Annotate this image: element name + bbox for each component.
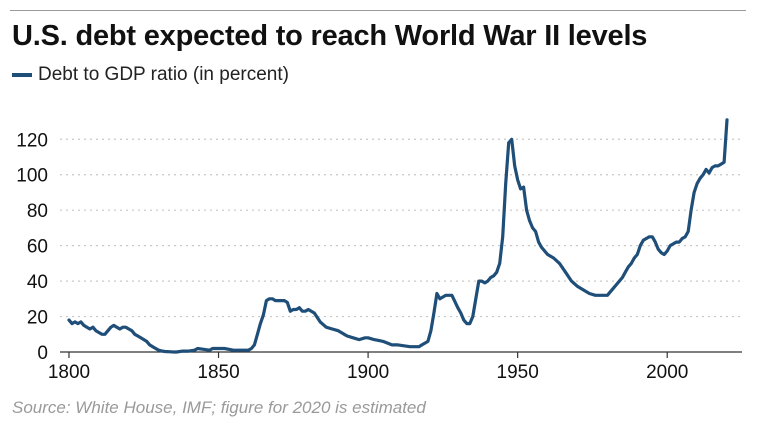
y-tick-label-100: 100: [16, 166, 48, 187]
y-tick-label-20: 20: [27, 308, 48, 329]
x-tick-label-1950: 1950: [497, 362, 539, 383]
legend-swatch: [12, 73, 32, 77]
x-tick-label-1800: 1800: [48, 362, 90, 383]
legend-label: Debt to GDP ratio (in percent): [38, 64, 289, 85]
x-tick-label-2000: 2000: [646, 362, 688, 383]
x-tick-label-1850: 1850: [197, 362, 239, 383]
source-note: Source: White House, IMF; figure for 202…: [12, 398, 426, 417]
y-tick-label-60: 60: [27, 237, 48, 258]
top-rule: [10, 10, 746, 11]
legend: Debt to GDP ratio (in percent): [12, 62, 289, 88]
chart-title: U.S. debt expected to reach World War II…: [12, 20, 648, 52]
y-tick-label-80: 80: [27, 201, 48, 222]
y-tick-label-0: 0: [37, 343, 48, 364]
y-tick-label-40: 40: [27, 272, 48, 293]
y-tick-label-120: 120: [16, 130, 48, 151]
series-line-0: [67, 118, 729, 354]
x-tick-label-1900: 1900: [347, 362, 389, 383]
